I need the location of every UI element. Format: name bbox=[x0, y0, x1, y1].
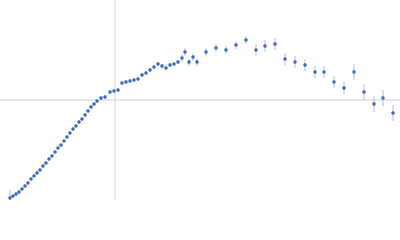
data-point bbox=[124, 80, 128, 84]
data-point bbox=[74, 124, 78, 128]
data-point bbox=[381, 96, 385, 100]
data-point bbox=[62, 139, 66, 143]
data-point bbox=[108, 90, 112, 94]
data-point bbox=[204, 50, 208, 54]
chart bbox=[0, 0, 400, 200]
data-point bbox=[187, 60, 191, 64]
data-point bbox=[332, 80, 336, 84]
data-point bbox=[293, 60, 297, 64]
data-point bbox=[362, 90, 366, 94]
data-point bbox=[29, 177, 33, 181]
data-point bbox=[263, 44, 267, 48]
data-point bbox=[191, 55, 195, 59]
data-point bbox=[116, 88, 120, 92]
data-point bbox=[71, 127, 75, 131]
data-point bbox=[47, 157, 51, 161]
data-point bbox=[313, 70, 317, 74]
data-point bbox=[244, 38, 248, 42]
data-point bbox=[35, 171, 39, 175]
data-point bbox=[20, 187, 24, 191]
data-point bbox=[342, 86, 346, 90]
data-point bbox=[65, 135, 69, 139]
data-point bbox=[140, 73, 144, 77]
data-point bbox=[144, 71, 148, 75]
data-point bbox=[214, 46, 218, 50]
data-point bbox=[83, 113, 87, 117]
data-point bbox=[172, 62, 176, 66]
data-point bbox=[95, 99, 99, 103]
data-point bbox=[322, 70, 326, 74]
data-point bbox=[44, 161, 48, 165]
data-point bbox=[168, 63, 172, 67]
data-point bbox=[68, 131, 72, 135]
data-point bbox=[372, 102, 376, 106]
data-point bbox=[38, 168, 42, 172]
data-point bbox=[8, 196, 12, 200]
data-point bbox=[86, 109, 90, 113]
data-point bbox=[50, 154, 54, 158]
data-point bbox=[11, 194, 15, 198]
data-point bbox=[77, 120, 81, 124]
data-point bbox=[59, 143, 63, 147]
data-point bbox=[303, 63, 307, 67]
data-point bbox=[156, 62, 160, 66]
data-point bbox=[103, 95, 107, 99]
data-point bbox=[352, 70, 356, 74]
data-point bbox=[180, 56, 184, 60]
data-point bbox=[148, 68, 152, 72]
data-point bbox=[92, 102, 96, 106]
data-point bbox=[234, 43, 238, 47]
data-point bbox=[391, 111, 395, 115]
data-point bbox=[152, 65, 156, 69]
data-point bbox=[32, 174, 36, 178]
data-point bbox=[89, 105, 93, 109]
data-point bbox=[128, 79, 132, 83]
data-point bbox=[254, 48, 258, 52]
data-point bbox=[120, 81, 124, 85]
data-point bbox=[26, 181, 30, 185]
data-point bbox=[53, 150, 57, 154]
data-point bbox=[273, 42, 277, 46]
data-point bbox=[224, 48, 228, 52]
data-point bbox=[99, 96, 103, 100]
data-point bbox=[283, 57, 287, 61]
data-point bbox=[41, 164, 45, 168]
data-point bbox=[80, 117, 84, 121]
data-point bbox=[136, 77, 140, 81]
data-point bbox=[14, 192, 18, 196]
data-point bbox=[195, 60, 199, 64]
data-point bbox=[183, 50, 187, 54]
data-point bbox=[23, 184, 27, 188]
data-point bbox=[17, 190, 21, 194]
data-point bbox=[164, 66, 168, 70]
data-point bbox=[132, 78, 136, 82]
data-point bbox=[56, 146, 60, 150]
data-point bbox=[176, 60, 180, 64]
data-point bbox=[160, 64, 164, 68]
data-point bbox=[112, 89, 116, 93]
